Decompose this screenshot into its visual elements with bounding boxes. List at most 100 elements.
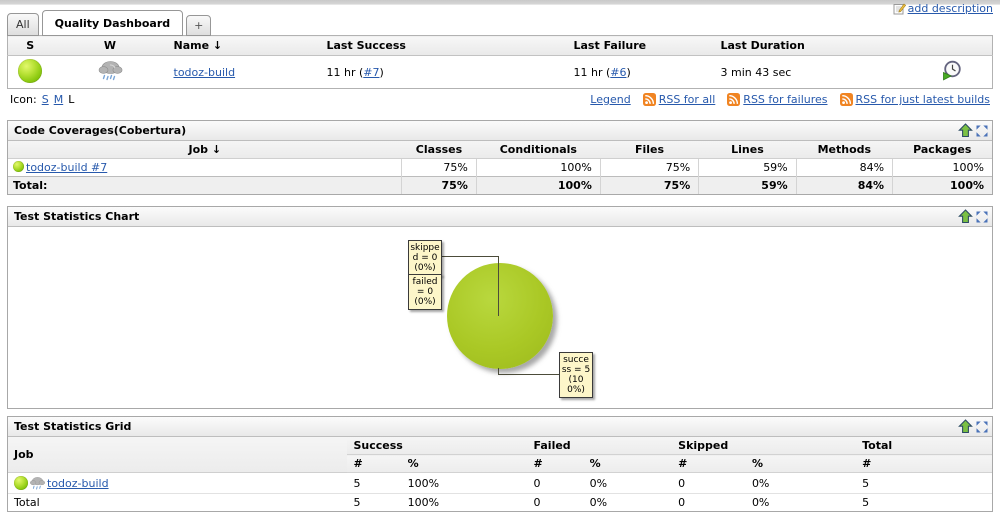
pie-label-success: success = 5 (100%) bbox=[559, 352, 593, 398]
column-name[interactable]: Name ↓ bbox=[167, 35, 321, 56]
success-count: 5 bbox=[347, 472, 402, 494]
coverage-build-link[interactable]: todoz-build #7 bbox=[26, 161, 108, 174]
column-files[interactable]: Files bbox=[600, 141, 699, 159]
schedule-build-icon[interactable] bbox=[941, 60, 962, 81]
test-statistics-pie-chart: skipped = 0 (0%) failed = 0 (0%) success… bbox=[8, 227, 992, 408]
failed-count-header[interactable]: # bbox=[527, 454, 584, 473]
pie-callout-line bbox=[438, 256, 498, 257]
grid-job-link[interactable]: todoz-build bbox=[47, 476, 109, 490]
column-status[interactable]: S bbox=[7, 35, 53, 56]
skipped-percent-header[interactable]: % bbox=[745, 454, 857, 473]
view-tabs: All Quality Dashboard + bbox=[0, 10, 1000, 36]
conditionals-value: 100% bbox=[475, 158, 601, 177]
edit-note-icon bbox=[893, 2, 906, 15]
success-count-total: 5 bbox=[353, 496, 361, 509]
sort-down-icon: ↓ bbox=[211, 143, 222, 156]
success-percent-header[interactable]: % bbox=[401, 454, 528, 473]
skipped-percent: 0% bbox=[745, 472, 857, 494]
methods-value: 84% bbox=[795, 158, 893, 177]
test-statistics-grid-header: Test Statistics Grid bbox=[8, 417, 992, 437]
collapse-up-icon[interactable] bbox=[958, 419, 973, 434]
code-coverage-panel: Code Coverages(Cobertura) Job ↓ Classes … bbox=[7, 120, 993, 195]
skipped-count-total: 0 bbox=[678, 496, 686, 509]
status-ball-green-icon bbox=[13, 161, 24, 172]
tab-all[interactable]: All bbox=[7, 13, 39, 36]
tab-quality-dashboard[interactable]: Quality Dashboard bbox=[41, 10, 184, 36]
icon-size-large-current: L bbox=[68, 93, 75, 106]
success-count-header[interactable]: # bbox=[347, 454, 402, 473]
last-failure-build-link[interactable]: #6 bbox=[610, 65, 627, 79]
icon-size-medium-link[interactable]: M bbox=[53, 93, 64, 106]
files-total: 75% bbox=[599, 176, 699, 194]
group-skipped: Skipped bbox=[672, 437, 857, 455]
panel-title: Code Coverages(Cobertura) bbox=[14, 124, 187, 137]
pie-label-skipped: skipped = 0 (0%) bbox=[408, 240, 442, 276]
column-job[interactable]: Job bbox=[8, 437, 348, 473]
total-label: Total: bbox=[8, 176, 402, 194]
failed-percent-total: 0% bbox=[589, 496, 608, 509]
pie-label-failed: failed = 0 (0%) bbox=[408, 274, 442, 310]
last-duration-cell: 3 min 43 sec bbox=[720, 65, 792, 79]
add-description-link[interactable]: add description bbox=[893, 2, 993, 15]
classes-total: 75% bbox=[401, 176, 477, 194]
pie-callout-line bbox=[498, 374, 559, 375]
rss-for-failures[interactable]: RSS for failures bbox=[727, 93, 828, 106]
column-last-failure[interactable]: Last Failure bbox=[567, 35, 715, 56]
maximize-icon[interactable] bbox=[976, 211, 988, 223]
column-lines[interactable]: Lines bbox=[698, 141, 797, 159]
failed-percent: 0% bbox=[583, 472, 673, 494]
column-last-duration[interactable]: Last Duration bbox=[714, 35, 911, 56]
maximize-icon[interactable] bbox=[976, 125, 988, 137]
test-statistics-grid-panel: Test Statistics Grid Job Success Failed … bbox=[7, 416, 993, 512]
lines-total: 59% bbox=[698, 176, 797, 194]
rss-for-latest-builds[interactable]: RSS for just latest builds bbox=[839, 93, 990, 106]
column-methods[interactable]: Methods bbox=[796, 141, 893, 159]
weather-rain-icon bbox=[29, 475, 46, 491]
maximize-icon[interactable] bbox=[976, 421, 988, 433]
column-job[interactable]: Job ↓ bbox=[8, 141, 402, 159]
status-ball-green-icon bbox=[14, 476, 28, 490]
job-table-header-row: S W Name ↓ Last Success Last Failure Las… bbox=[7, 35, 993, 56]
skipped-count-header[interactable]: # bbox=[672, 454, 746, 473]
grid-total-label: Total bbox=[14, 496, 40, 509]
total-count-header[interactable]: # bbox=[856, 454, 992, 473]
group-total: Total bbox=[856, 437, 992, 455]
coverage-job-cell: todoz-build #7 bbox=[8, 159, 402, 177]
rss-icon bbox=[727, 93, 741, 106]
last-success-cell: 11 hr (#7) bbox=[326, 65, 384, 79]
job-status-table: S W Name ↓ Last Success Last Failure Las… bbox=[7, 35, 993, 89]
legend-link[interactable]: Legend bbox=[590, 93, 631, 106]
column-packages[interactable]: Packages bbox=[892, 141, 992, 159]
grid-group-header-row: Job Success Failed Skipped Total bbox=[8, 437, 992, 473]
pie-callout-line bbox=[498, 368, 499, 375]
group-failed: Failed bbox=[527, 437, 673, 455]
rss-for-all[interactable]: RSS for all bbox=[642, 93, 715, 106]
job-row-todoz-build: todoz-build 11 hr (#7) 11 hr (#6) 3 min … bbox=[8, 56, 993, 89]
classes-value: 75% bbox=[401, 158, 477, 177]
failed-count-total: 0 bbox=[533, 496, 541, 509]
column-conditionals[interactable]: Conditionals bbox=[476, 141, 601, 159]
weather-cell bbox=[53, 56, 168, 89]
grid-sub-header-row: # % # % # % # bbox=[8, 454, 992, 473]
icon-size-small-link[interactable]: S bbox=[41, 93, 49, 106]
collapse-up-icon[interactable] bbox=[958, 123, 973, 138]
failed-percent-header[interactable]: % bbox=[583, 454, 673, 473]
tab-new-view[interactable]: + bbox=[186, 15, 212, 36]
test-statistics-grid-table: Job Success Failed Skipped Total # % # %… bbox=[8, 437, 992, 511]
failed-count: 0 bbox=[527, 472, 584, 494]
collapse-up-icon[interactable] bbox=[958, 209, 973, 224]
success-percent: 100% bbox=[401, 472, 528, 494]
sub-toolbar: Icon: S M L Legend RSS for all RSS for f… bbox=[10, 93, 990, 106]
column-weather[interactable]: W bbox=[52, 35, 168, 56]
lines-value: 59% bbox=[698, 158, 797, 177]
panel-title: Test Statistics Chart bbox=[14, 210, 140, 223]
status-ball-green-icon[interactable] bbox=[18, 58, 43, 83]
methods-total: 84% bbox=[795, 176, 893, 194]
column-last-success[interactable]: Last Success bbox=[320, 35, 568, 56]
success-percent-total: 100% bbox=[407, 496, 440, 509]
job-link[interactable]: todoz-build bbox=[173, 65, 236, 79]
skipped-count: 0 bbox=[672, 472, 746, 494]
last-success-build-link[interactable]: #7 bbox=[363, 65, 380, 79]
add-description-label[interactable]: add description bbox=[907, 2, 993, 15]
column-classes[interactable]: Classes bbox=[401, 141, 477, 159]
